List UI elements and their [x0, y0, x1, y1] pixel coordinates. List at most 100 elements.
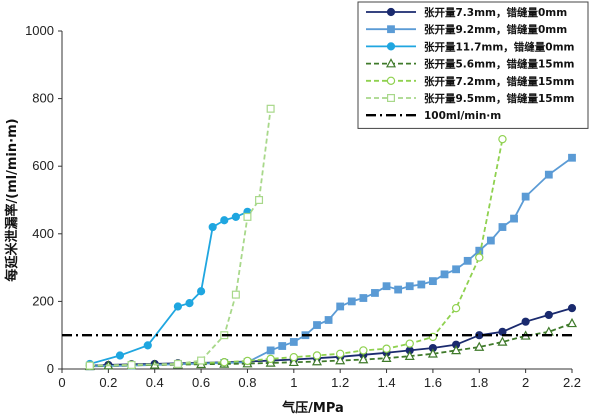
x-tick-label: 0.6 — [192, 375, 210, 390]
x-tick-label: 0.4 — [146, 375, 164, 390]
legend-label: 张开量9.2mm，错缝量0mm — [424, 23, 567, 36]
series-5-point — [312, 351, 322, 360]
legend-label: 张开量7.2mm，错缝量15mm — [424, 75, 575, 88]
series-4-point — [335, 355, 346, 365]
x-tick-label: 1 — [290, 375, 297, 390]
series-4-point — [474, 341, 485, 351]
y-tick-label: 200 — [32, 293, 54, 308]
series-2-point — [440, 270, 449, 279]
series-5-point — [335, 349, 345, 358]
series-5-point — [382, 344, 391, 353]
series-1 — [85, 304, 577, 370]
series-6-point — [173, 359, 182, 368]
series-3-point — [220, 216, 229, 225]
series-3-point — [173, 302, 183, 311]
series-2-point — [486, 236, 495, 245]
series-3-point — [231, 212, 240, 221]
series-4-point — [566, 317, 578, 328]
legend-marker — [386, 7, 396, 17]
series-6-point — [255, 196, 264, 205]
y-tick-label: 400 — [32, 226, 54, 241]
series-4-point — [451, 344, 462, 355]
series-3-point — [208, 222, 217, 232]
series-6-point — [197, 356, 206, 365]
x-tick-label: 2.2 — [563, 375, 581, 390]
legend-entry-7: 100ml/min·m — [366, 110, 501, 122]
x-tick-label: 0 — [58, 375, 65, 390]
series-4-point — [311, 356, 323, 366]
legend-entry-5: 张开量7.2mm，错缝量15mm — [366, 75, 575, 88]
series-5-point — [451, 303, 461, 313]
series-5-point — [220, 358, 229, 367]
series-6-point — [266, 104, 275, 113]
series-2 — [85, 153, 576, 371]
series-1-point — [544, 310, 553, 320]
series-4-point — [288, 356, 299, 367]
series-4-point — [427, 348, 438, 358]
series-4-point — [358, 354, 369, 364]
series-2-point — [429, 277, 437, 286]
series-2-point — [359, 294, 368, 302]
series-2-point — [371, 289, 379, 297]
series-1-point — [521, 317, 530, 326]
legend: 张开量7.3mm，错缝量0mm 张开量9.2mm，错缝量0mm 张开量11.7mm，… — [357, 1, 589, 129]
series-2-point — [278, 342, 287, 350]
legend-label: 100ml/min·m — [424, 110, 501, 122]
series-2-point — [324, 316, 333, 324]
series-2-point — [347, 297, 356, 306]
x-tick-label: 1.4 — [378, 375, 396, 390]
series-3-point — [115, 351, 125, 360]
series-4-point — [497, 336, 508, 346]
x-tick-label: 0.2 — [99, 375, 117, 390]
x-tick-label: 2 — [522, 375, 529, 390]
series-5-point — [359, 346, 368, 355]
series-2-point — [405, 282, 414, 291]
series-3-point — [143, 341, 152, 350]
legend-marker — [387, 25, 395, 34]
legend-entry-2: 张开量9.2mm，错缝量0mm — [366, 23, 567, 36]
series-5-point — [243, 356, 252, 366]
legend-entry-6: 张开量9.5mm，错缝量15mm — [366, 92, 575, 105]
series-2-point — [289, 338, 298, 346]
series-4 — [84, 317, 578, 371]
series-2-point — [510, 214, 518, 223]
series-5-point — [475, 253, 484, 262]
series-6-line — [89, 108, 272, 367]
x-tick-label: 1.2 — [331, 375, 349, 390]
series-3-line — [89, 211, 248, 365]
series-4-point — [381, 352, 392, 362]
series-5-point — [405, 339, 414, 348]
series-2-point — [452, 265, 460, 274]
series-3-point — [196, 287, 206, 296]
legend-label: 张开量5.6mm，错缝量15mm — [424, 58, 575, 71]
series-2-point — [266, 346, 275, 355]
series-2-point — [417, 280, 426, 289]
y-tick-label: 1000 — [25, 23, 54, 38]
series-4-point — [404, 350, 415, 360]
y-tick-label: 800 — [32, 91, 54, 106]
legend-entry-1: 张开量7.3mm，错缝量0mm — [366, 6, 567, 19]
x-tick-label: 1.6 — [424, 375, 442, 390]
axes: 0 0.2 0.4 0.6 0.8 1 1.2 1.4 1.6 1.8 2 2.2 0 200 400 600… — [25, 23, 581, 390]
y-tick-label: 0 — [47, 361, 54, 376]
legend-marker — [387, 93, 396, 102]
legend-label: 张开量11.7mm，错缝量0mm — [424, 40, 575, 53]
legend-entry-4: 张开量5.6mm，错缝量15mm — [366, 58, 575, 71]
series-6 — [85, 104, 275, 370]
legend-marker — [385, 58, 397, 68]
series-1-point — [567, 304, 577, 313]
series-2-point — [544, 170, 553, 179]
series-2-point — [463, 256, 472, 265]
series-5-line — [89, 138, 504, 367]
series-5-point — [266, 354, 275, 364]
x-axis-title: 气压/MPa — [282, 400, 344, 416]
legend-label: 张开量7.3mm，错缝量0mm — [424, 6, 567, 19]
x-tick-label: 0.8 — [238, 375, 256, 390]
y-axis-title: 每延米泄漏率/(ml/min·m) — [4, 118, 20, 281]
series-5 — [85, 134, 507, 370]
series-2-point — [336, 302, 345, 311]
series-2-point — [568, 153, 576, 162]
series-6-point — [243, 212, 252, 221]
legend-marker — [386, 42, 396, 51]
